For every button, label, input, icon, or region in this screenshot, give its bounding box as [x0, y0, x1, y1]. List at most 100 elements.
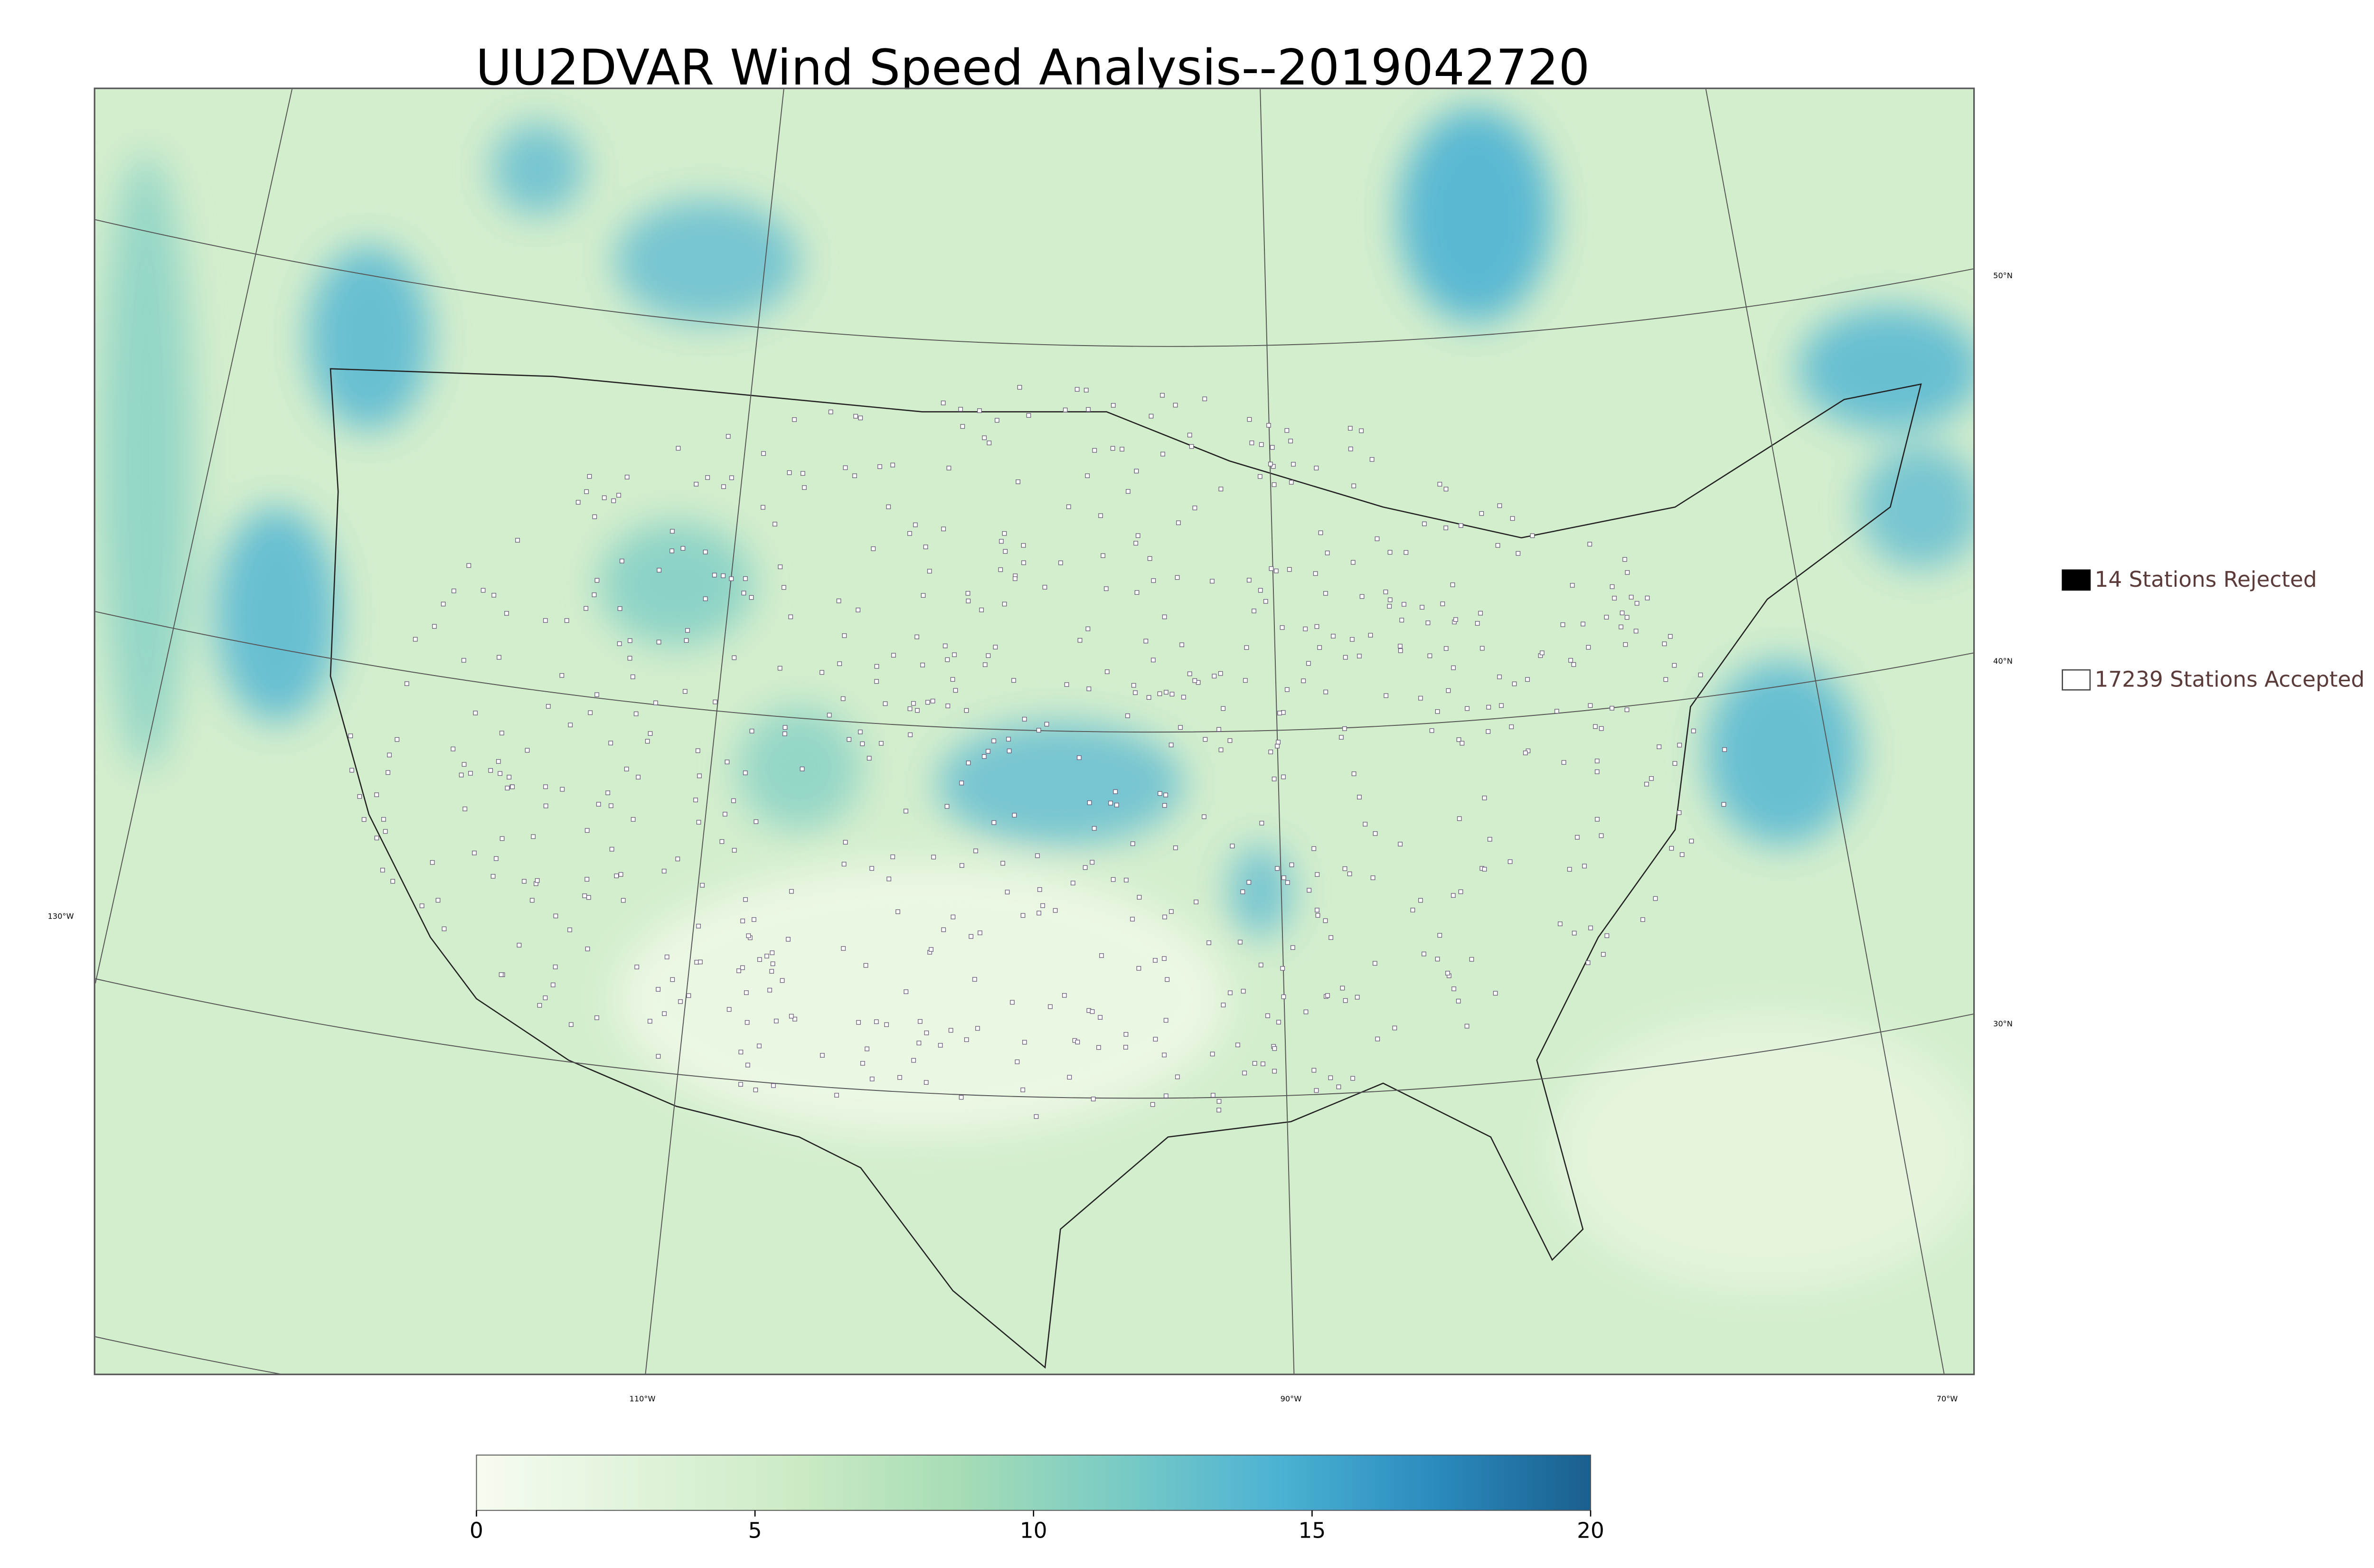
station: [1108, 800, 1113, 806]
station: [616, 493, 621, 498]
station: [1530, 533, 1535, 538]
station: [1249, 441, 1254, 445]
station: [1169, 692, 1175, 697]
station: [473, 711, 478, 715]
station: [1021, 560, 1026, 565]
station: [752, 917, 756, 922]
station: [1165, 977, 1170, 982]
station: [1241, 989, 1246, 994]
station: [1158, 791, 1162, 796]
station: [1450, 582, 1455, 587]
station: [1246, 880, 1252, 885]
station: [1026, 413, 1031, 418]
station: [1276, 740, 1281, 745]
station: [1036, 728, 1041, 733]
station: [1281, 774, 1286, 779]
station: [1160, 451, 1165, 457]
station: [856, 608, 861, 612]
station: [1482, 796, 1487, 800]
station: [507, 775, 512, 779]
station: [592, 514, 597, 519]
station: [952, 652, 957, 657]
station: [1289, 480, 1294, 485]
station: [1479, 511, 1484, 516]
station: [913, 522, 918, 527]
station: [1698, 672, 1703, 677]
station: [1340, 986, 1345, 991]
station: [879, 741, 884, 746]
station: [1347, 426, 1353, 431]
station: [966, 599, 971, 603]
station: [745, 1062, 750, 1068]
station: [1610, 584, 1615, 589]
station: [1210, 1052, 1215, 1057]
station: [1011, 678, 1016, 683]
station: [965, 591, 970, 596]
station: [584, 489, 589, 494]
station: [1022, 717, 1027, 722]
station: [1429, 728, 1434, 733]
colorbar-tick-label: 0: [470, 1518, 483, 1543]
station: [944, 804, 950, 809]
station: [1677, 810, 1682, 815]
station: [675, 856, 680, 862]
station: [964, 708, 969, 713]
station: [543, 995, 548, 1000]
station: [1303, 1009, 1309, 1014]
station: [1277, 711, 1282, 715]
station: [1570, 583, 1575, 588]
station: [1216, 1108, 1221, 1113]
station: [1679, 852, 1685, 857]
station: [1311, 846, 1317, 851]
station: [930, 698, 935, 704]
station: [1098, 1015, 1102, 1020]
station: [1317, 645, 1322, 650]
station: [834, 1093, 839, 1098]
station: [361, 817, 367, 822]
station: [480, 588, 486, 593]
station: [608, 741, 613, 746]
station: [627, 656, 632, 661]
station: [669, 548, 674, 554]
station: [1507, 859, 1513, 864]
station: [858, 415, 863, 421]
station: [686, 993, 691, 998]
station: [419, 903, 424, 908]
station: [1063, 407, 1068, 413]
station: [729, 576, 734, 581]
station: [1133, 690, 1138, 695]
station: [1561, 760, 1566, 765]
station: [537, 1003, 542, 1008]
station: [1017, 385, 1022, 390]
station: [1318, 530, 1323, 535]
station: [1315, 872, 1320, 877]
station: [1375, 1036, 1380, 1042]
station: [617, 606, 622, 611]
station: [1085, 473, 1090, 479]
station: [1443, 526, 1449, 530]
station: [617, 641, 622, 646]
station: [1114, 802, 1119, 807]
station: [1147, 556, 1152, 561]
station: [753, 1088, 758, 1092]
station: [890, 462, 895, 468]
station: [698, 959, 703, 965]
station: [1015, 1059, 1020, 1064]
station: [504, 611, 509, 616]
station: [1066, 504, 1071, 509]
station: [1272, 482, 1277, 487]
station: [1230, 844, 1235, 848]
station: [1150, 1102, 1155, 1107]
station: [634, 965, 640, 969]
station: [1443, 646, 1449, 651]
station: [732, 655, 737, 660]
station: [1619, 624, 1623, 629]
station: [770, 950, 775, 955]
station: [800, 766, 805, 771]
station: [1258, 962, 1263, 967]
station: [630, 674, 635, 679]
station: [619, 558, 624, 563]
station: [782, 731, 787, 736]
station: [1187, 432, 1192, 438]
